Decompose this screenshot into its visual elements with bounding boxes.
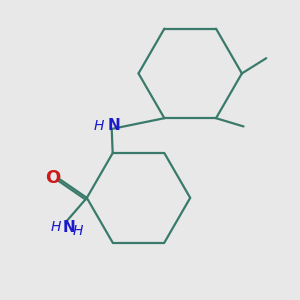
Text: H: H [93, 119, 104, 133]
Text: H: H [73, 224, 83, 238]
Text: N: N [62, 220, 75, 235]
Text: N: N [107, 118, 120, 134]
Text: O: O [46, 169, 61, 187]
Text: H: H [51, 220, 61, 234]
